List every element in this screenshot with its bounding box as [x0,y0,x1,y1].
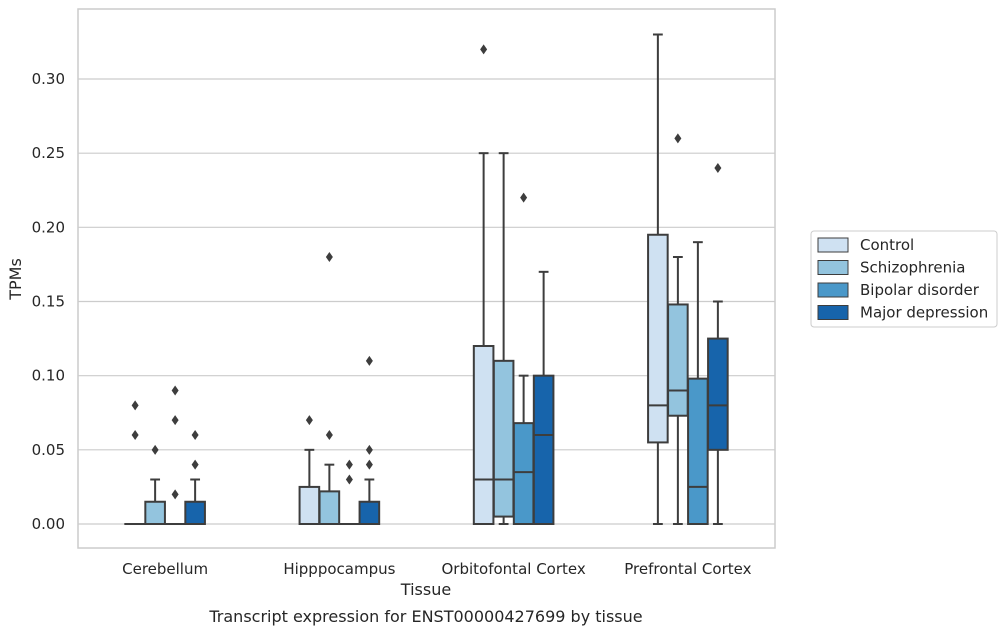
outlier-marker [171,385,179,396]
box-bipolar-disorder [687,241,709,525]
legend-swatch [817,282,849,298]
box-iqr [647,233,669,444]
x-tick-label: Hipppocampus [283,560,395,578]
box-iqr [532,374,555,525]
box-iqr [492,359,515,518]
legend-swatch [817,305,849,320]
y-tick-label: 0.25 [32,144,65,162]
legend: Control Schizophrenia Bipolar disorder Majo… [810,230,998,328]
outlier-marker [171,489,179,500]
outlier-marker [365,444,373,455]
outlier-marker [520,192,528,203]
box-control [124,400,146,526]
box-iqr [667,303,689,417]
outlier-marker [305,415,313,426]
box-major-depression [532,270,555,525]
outlier-marker [191,459,199,470]
plot-area-frame [77,8,776,549]
x-tick-label: Cerebellum [122,560,208,578]
outlier-marker [674,133,682,144]
gridlines [78,78,775,525]
box-schizophrenia [492,152,515,525]
box-major-depression [184,430,206,525]
box-series-group [124,33,729,526]
y-tick-label: 0.20 [32,218,65,236]
box-iqr [472,345,495,525]
y-tick-label: 0.00 [32,515,65,533]
box-iqr [358,500,381,525]
legend-label: Bipolar disorder [860,281,980,299]
y-tick-label: 0.30 [32,70,65,88]
outlier-marker [345,474,353,485]
box-schizophrenia [318,252,341,526]
y-tick-label: 0.10 [32,367,65,385]
outlier-marker [131,400,139,411]
box-iqr [298,485,321,525]
x-axis-ticks: Cerebellum Hipppocampus Orbitofontal Corte… [122,560,751,578]
box-bipolar-disorder [338,459,361,526]
y-axis-ticks: 0.00 0.05 0.10 0.15 0.20 0.25 0.30 [32,70,65,533]
box-iqr [707,337,729,451]
box-schizophrenia [144,444,166,525]
box-schizophrenia [667,133,689,525]
box-iqr [184,500,206,525]
box-bipolar-disorder [164,385,186,526]
x-tick-label: Prefrontal Cortex [624,560,751,578]
legend-swatch [817,260,849,275]
outlier-marker [325,430,333,440]
box-iqr [512,422,535,525]
box-iqr [687,377,709,525]
outlier-marker [714,163,722,173]
outlier-marker [191,430,199,440]
x-axis-title: Tissue [400,580,451,599]
box-iqr [318,490,341,526]
legend-frame [810,230,998,328]
box-control [298,415,321,525]
outlier-marker [131,430,139,440]
chart-title: Transcript expression for ENST0000042769… [208,607,642,626]
x-tick-label: Orbitofontal Cortex [442,560,586,578]
legend-label: Major depression [860,304,988,322]
legend-swatch [817,237,849,253]
outlier-marker [151,444,159,455]
y-axis-title: TPMs [6,258,25,301]
outlier-marker [171,415,179,426]
box-bipolar-disorder [512,192,535,525]
outlier-marker [365,459,373,470]
outlier-marker [480,44,488,55]
box-control [472,44,495,525]
y-tick-label: 0.15 [32,293,65,311]
legend-label: Schizophrenia [860,259,965,277]
box-major-depression [707,163,729,525]
outlier-marker [325,252,333,262]
outlier-marker [345,459,353,470]
outlier-marker [365,355,373,366]
y-tick-label: 0.05 [32,441,65,459]
box-control [647,33,669,525]
box-major-depression [358,355,381,525]
box-iqr [144,500,166,525]
legend-label: Control [860,236,914,254]
